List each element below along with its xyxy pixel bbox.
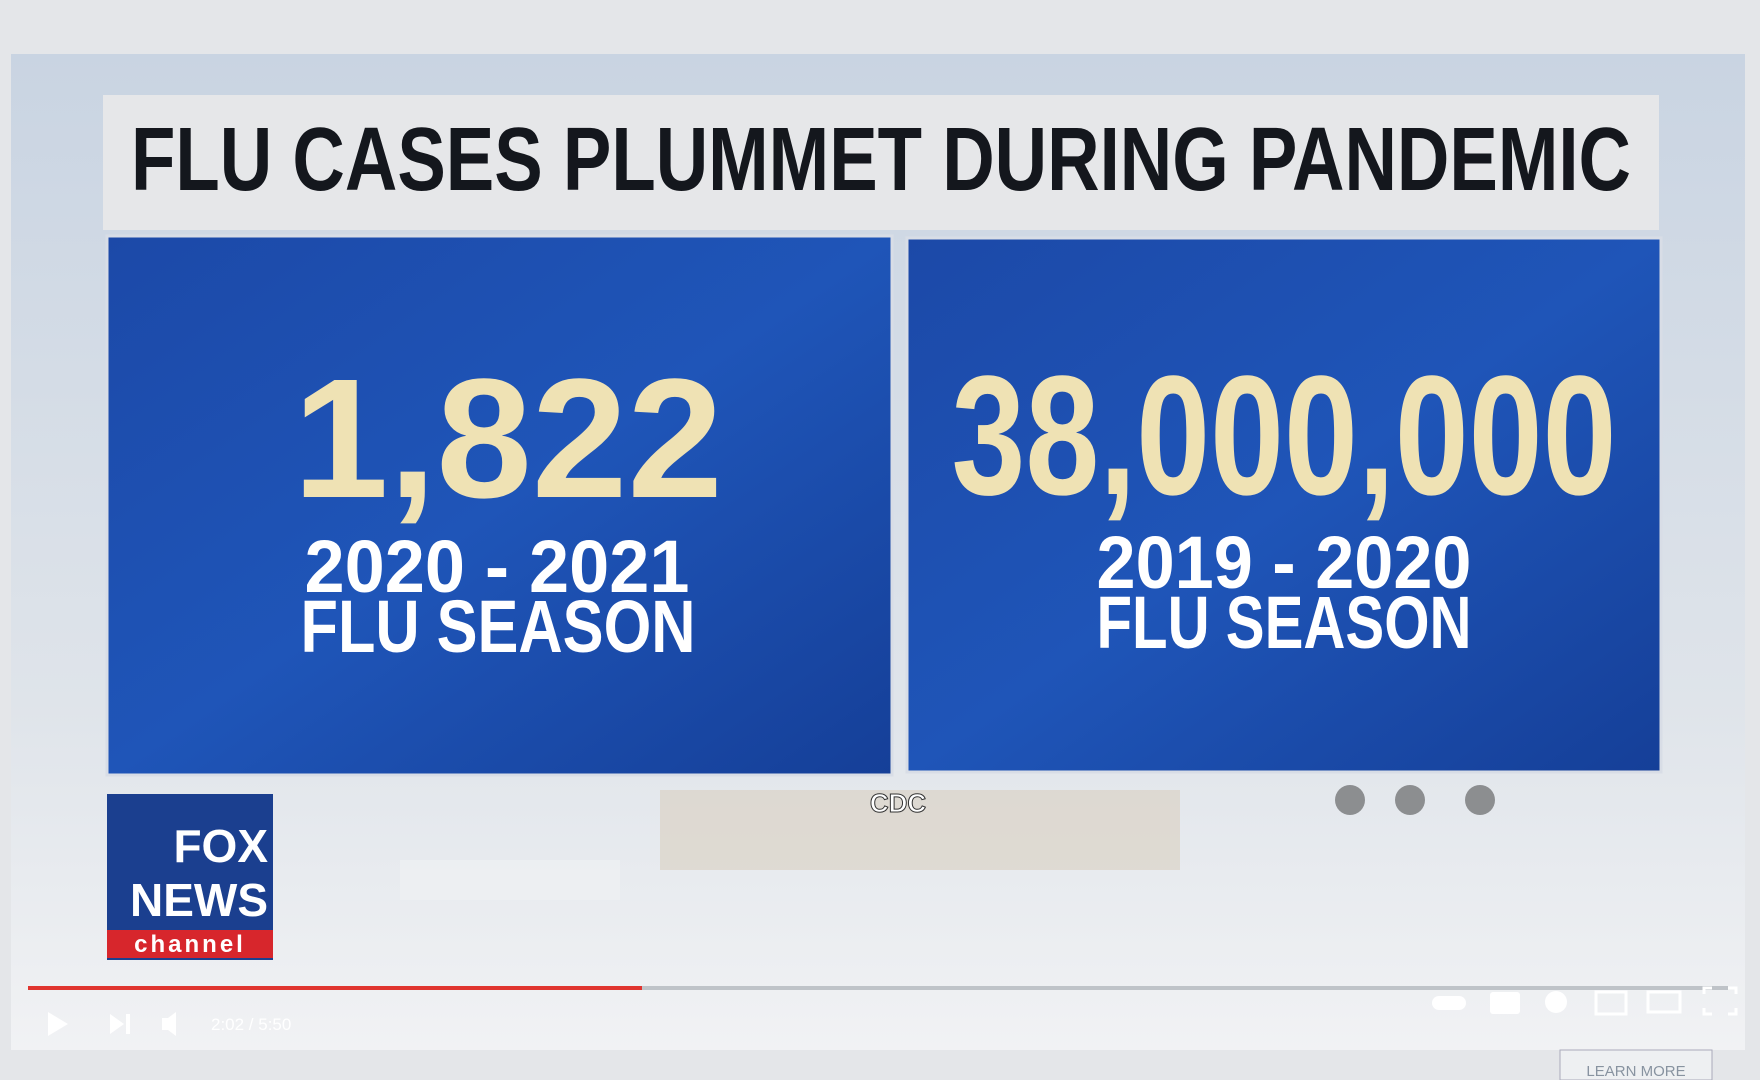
season-years: 2020 - 2021 [305, 525, 690, 608]
volume-button[interactable] [162, 1012, 176, 1036]
title-box [103, 95, 1659, 230]
learn-more-label: LEARN MORE [1586, 1063, 1685, 1080]
lab-background [400, 785, 1495, 900]
fullscreen-button[interactable] [1702, 986, 1738, 1016]
source-label: CDC [870, 788, 927, 818]
stat-number: 1,822 [293, 344, 723, 534]
autoplay-toggle[interactable] [1432, 996, 1466, 1010]
progress-track [28, 986, 1728, 990]
settings-button[interactable] [1545, 991, 1567, 1013]
season-label: FLU SEASON [1097, 581, 1472, 664]
logo-text: channel [134, 931, 246, 958]
next-button[interactable] [110, 1014, 130, 1034]
captions-button[interactable] [1490, 992, 1520, 1014]
logo-text: FOX [173, 820, 268, 872]
panel-left [105, 234, 894, 777]
miniplayer-button[interactable] [1594, 990, 1628, 1016]
panel-right [905, 236, 1663, 774]
headline: FLU CASES PLUMMET DURING PANDEMIC [131, 110, 1631, 210]
stat-number: 38,000,000 [952, 341, 1617, 531]
progress-played[interactable] [28, 986, 642, 990]
theater-button[interactable] [1646, 990, 1682, 1014]
fox-news-logo: FOX NEWS channel [107, 794, 273, 960]
learn-more-button[interactable] [1559, 1049, 1713, 1080]
time-display: 2:02 / 5:50 [211, 1015, 291, 1034]
logo-text: NEWS [130, 874, 268, 926]
player-controls: 2:02 / 5:50 [28, 986, 1738, 1036]
season-label: FLU SEASON [301, 585, 696, 668]
play-button[interactable] [48, 1012, 68, 1036]
season-years: 2019 - 2020 [1097, 521, 1472, 604]
